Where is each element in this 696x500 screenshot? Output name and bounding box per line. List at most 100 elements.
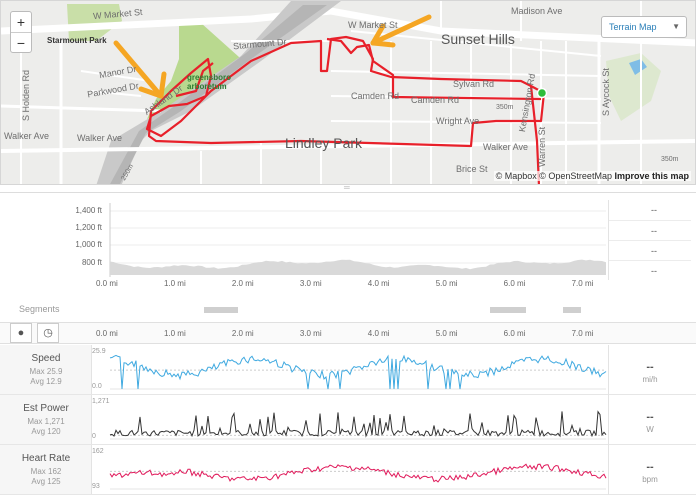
label-warren-st: Warren St xyxy=(537,126,547,167)
label-camden-rd-2: Camden Rd xyxy=(411,95,460,105)
elevation-profile xyxy=(110,259,606,275)
stream-y-min: 0.0 xyxy=(92,383,102,390)
label-walker-ave-3: Walker Ave xyxy=(483,142,529,152)
label-contour-350-2: 350m xyxy=(661,156,679,163)
streams-x-tick: 5.0 mi xyxy=(435,329,458,338)
label-walker-ave-2: Walker Ave xyxy=(77,133,123,143)
stream-max: Max 162 xyxy=(30,467,62,476)
streams-x-tick: 3.0 mi xyxy=(299,329,322,338)
elevation-y-tick: 1,400 ft xyxy=(75,206,102,215)
annotation-arrows xyxy=(113,14,432,99)
streams-toolbar: ● ◷ xyxy=(0,322,696,344)
streams-x-tick: 7.0 mi xyxy=(571,329,594,338)
stream-line xyxy=(109,354,607,390)
stream-title: Est Power xyxy=(23,403,69,414)
label-starmount-park: Starmount Park xyxy=(47,36,107,45)
pond xyxy=(629,59,647,75)
stream-label-panel xyxy=(0,445,92,494)
route-map[interactable]: W Market St W Market St Madison Ave Star… xyxy=(0,0,696,185)
label-walker-ave: Walker Ave xyxy=(4,131,50,141)
stream-chart[interactable] xyxy=(0,345,696,395)
stream-current-value: -- xyxy=(646,461,654,473)
stream-max: Max 25.9 xyxy=(29,367,63,376)
segment-bar[interactable] xyxy=(563,307,581,313)
label-madison-ave: Madison Ave xyxy=(511,6,563,16)
arboretum-area xyxy=(147,23,245,119)
highway xyxy=(96,1,341,184)
label-s-holden-rd: S Holden Rd xyxy=(21,69,31,121)
label-s-aycock-st: S Aycock St xyxy=(601,68,611,116)
stream-current-value: -- xyxy=(646,361,654,373)
stream-title: Speed xyxy=(31,353,61,364)
elevation-chart[interactable] xyxy=(0,195,696,295)
elevation-x-tick: 1.0 mi xyxy=(163,279,186,288)
streams-x-tick: 2.0 mi xyxy=(231,329,254,338)
stream-label-panel xyxy=(0,395,92,444)
elevation-x-tick: 3.0 mi xyxy=(299,279,322,288)
stream-y-min: 0 xyxy=(92,433,96,440)
elev-stat-3: -- xyxy=(609,240,691,260)
stream-max: Max 1,271 xyxy=(27,417,65,426)
elev-stat-4: -- xyxy=(609,260,691,280)
stream-row-speed[interactable]: Speed Max 25.9 Avg 12.9 25.9 0.0 -- mi/h xyxy=(0,345,696,395)
stream-row-est-power[interactable]: Est Power Max 1,271 Avg 120 1,271 0 -- W xyxy=(0,395,696,445)
streams-x-tick: 1.0 mi xyxy=(163,329,186,338)
stream-line xyxy=(109,410,607,438)
map-attribution: © Mapbox © OpenStreetMap Improve this ma… xyxy=(493,171,691,181)
stream-title: Heart Rate xyxy=(21,453,71,464)
segment-bar[interactable] xyxy=(204,307,238,313)
zoom-control: + − xyxy=(10,11,32,53)
elevation-y-tick: 800 ft xyxy=(81,258,102,267)
clock-icon[interactable]: ◷ xyxy=(37,323,59,343)
elevation-x-tick: 5.0 mi xyxy=(435,279,458,288)
stream-avg: Avg 120 xyxy=(31,427,61,436)
segment-bar[interactable] xyxy=(490,307,526,313)
label-w-market-st-2: W Market St xyxy=(348,20,398,30)
grip-icon: ═ xyxy=(344,183,350,192)
stream-divider xyxy=(608,445,609,495)
map-resize-handle[interactable]: ═ xyxy=(0,183,696,193)
stream-y-min: 93 xyxy=(92,483,100,490)
label-brice-st: Brice St xyxy=(456,164,488,174)
elev-stat-1: -- xyxy=(651,205,657,215)
mapbox-link[interactable]: © Mapbox xyxy=(495,171,537,181)
stream-unit: W xyxy=(646,425,654,434)
osm-link[interactable]: © OpenStreetMap xyxy=(539,171,612,181)
stream-line xyxy=(109,463,607,483)
label-wright-ave: Wright Ave xyxy=(436,116,480,126)
elev-stat-2: -- xyxy=(609,220,691,240)
stream-chart[interactable] xyxy=(0,395,696,445)
map-canvas[interactable] xyxy=(1,1,696,185)
label-sylvan-rd: Sylvan Rd xyxy=(453,79,495,89)
stream-divider xyxy=(608,345,609,395)
stream-unit: bpm xyxy=(642,475,658,484)
elevation-y-tick: 1,200 ft xyxy=(75,223,102,232)
terrain-map-label: Terrain Map xyxy=(609,22,657,32)
stream-divider xyxy=(608,395,609,445)
label-contour-350: 350m xyxy=(496,104,514,111)
elevation-x-tick: 4.0 mi xyxy=(367,279,390,288)
zoom-out-button[interactable]: − xyxy=(11,32,31,52)
label-sunset-hills: Sunset Hills xyxy=(441,31,515,47)
improve-map-link[interactable]: Improve this map xyxy=(614,171,689,181)
elevation-x-tick: 0.0 mi xyxy=(96,279,118,288)
stream-row-heart-rate[interactable]: Heart Rate Max 162 Avg 125 162 93 -- bpm xyxy=(0,445,696,495)
map-pin-icon[interactable]: ● xyxy=(10,323,32,343)
elevation-x-tick: 7.0 mi xyxy=(571,279,594,288)
stream-y-max: 1,271 xyxy=(92,398,110,405)
zoom-in-button[interactable]: + xyxy=(16,14,26,30)
elevation-y-tick: 1,000 ft xyxy=(75,240,102,249)
streams-x-tick: 0.0 mi xyxy=(96,329,118,338)
label-camden-rd: Camden Rd xyxy=(351,91,400,101)
chevron-down-icon: ▼ xyxy=(672,22,680,31)
campus-area xyxy=(606,53,661,121)
label-lindley-park: Lindley Park xyxy=(285,135,363,151)
label-greensboro-arboretum: greensboro arboretum xyxy=(187,73,232,91)
stream-avg: Avg 12.9 xyxy=(30,377,62,386)
stream-y-max: 25.9 xyxy=(92,348,106,355)
stream-unit: mi/h xyxy=(642,375,658,384)
starmount-park-area xyxy=(67,4,122,41)
terrain-map-dropdown[interactable]: Terrain Map ▼ xyxy=(601,16,687,38)
stream-chart[interactable] xyxy=(0,445,696,495)
elevation-x-tick: 6.0 mi xyxy=(503,279,526,288)
